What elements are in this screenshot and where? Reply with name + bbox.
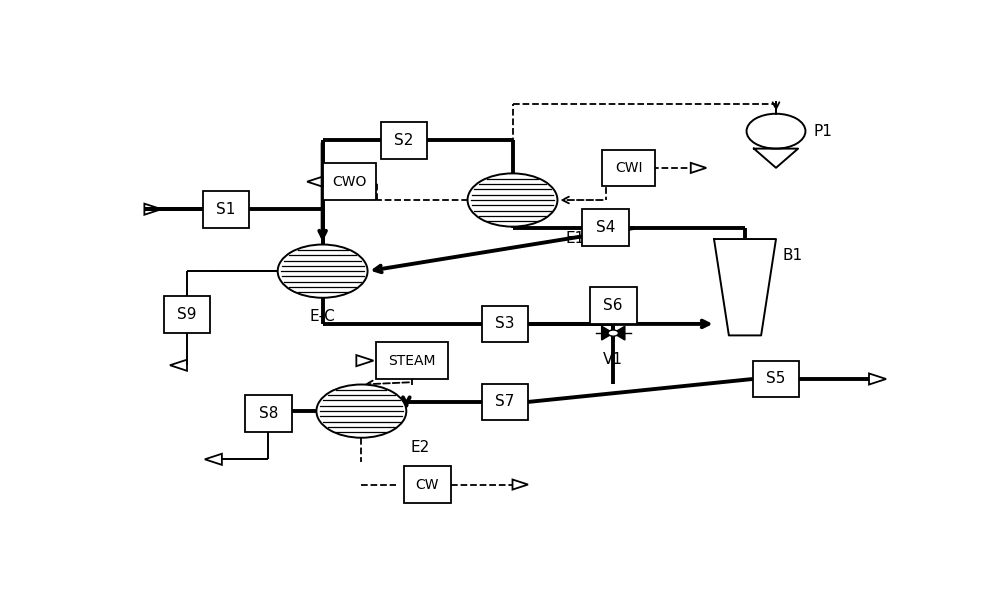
FancyBboxPatch shape xyxy=(753,361,799,398)
FancyBboxPatch shape xyxy=(164,296,210,333)
Text: S3: S3 xyxy=(495,316,514,331)
Text: CW: CW xyxy=(416,477,439,492)
FancyBboxPatch shape xyxy=(245,395,292,432)
FancyBboxPatch shape xyxy=(582,209,629,246)
FancyBboxPatch shape xyxy=(482,306,528,342)
Text: S8: S8 xyxy=(259,406,278,421)
Text: S4: S4 xyxy=(596,220,615,235)
Polygon shape xyxy=(602,326,613,340)
Text: STEAM: STEAM xyxy=(388,353,436,368)
FancyBboxPatch shape xyxy=(482,384,528,420)
Circle shape xyxy=(608,330,618,336)
Text: S2: S2 xyxy=(394,133,414,148)
FancyBboxPatch shape xyxy=(381,122,427,159)
Circle shape xyxy=(468,173,557,226)
FancyBboxPatch shape xyxy=(202,191,249,228)
Text: B1: B1 xyxy=(782,247,802,263)
Text: CWO: CWO xyxy=(333,175,367,189)
Polygon shape xyxy=(714,239,776,336)
Text: E2: E2 xyxy=(410,440,429,455)
Text: V1: V1 xyxy=(603,352,623,367)
FancyBboxPatch shape xyxy=(590,287,637,324)
Polygon shape xyxy=(613,326,625,340)
Text: S6: S6 xyxy=(604,298,623,313)
Text: S1: S1 xyxy=(216,201,235,217)
Circle shape xyxy=(747,114,805,148)
Text: CWI: CWI xyxy=(615,161,642,175)
Circle shape xyxy=(278,244,368,298)
Text: S5: S5 xyxy=(766,371,786,386)
FancyBboxPatch shape xyxy=(323,163,376,200)
Text: E1: E1 xyxy=(565,231,584,246)
FancyBboxPatch shape xyxy=(376,342,448,379)
Text: S9: S9 xyxy=(177,308,197,322)
Circle shape xyxy=(316,384,406,437)
Text: S7: S7 xyxy=(495,395,514,409)
Text: P1: P1 xyxy=(813,124,832,139)
FancyBboxPatch shape xyxy=(602,150,655,186)
Text: E-C: E-C xyxy=(310,309,336,324)
FancyBboxPatch shape xyxy=(404,466,450,503)
